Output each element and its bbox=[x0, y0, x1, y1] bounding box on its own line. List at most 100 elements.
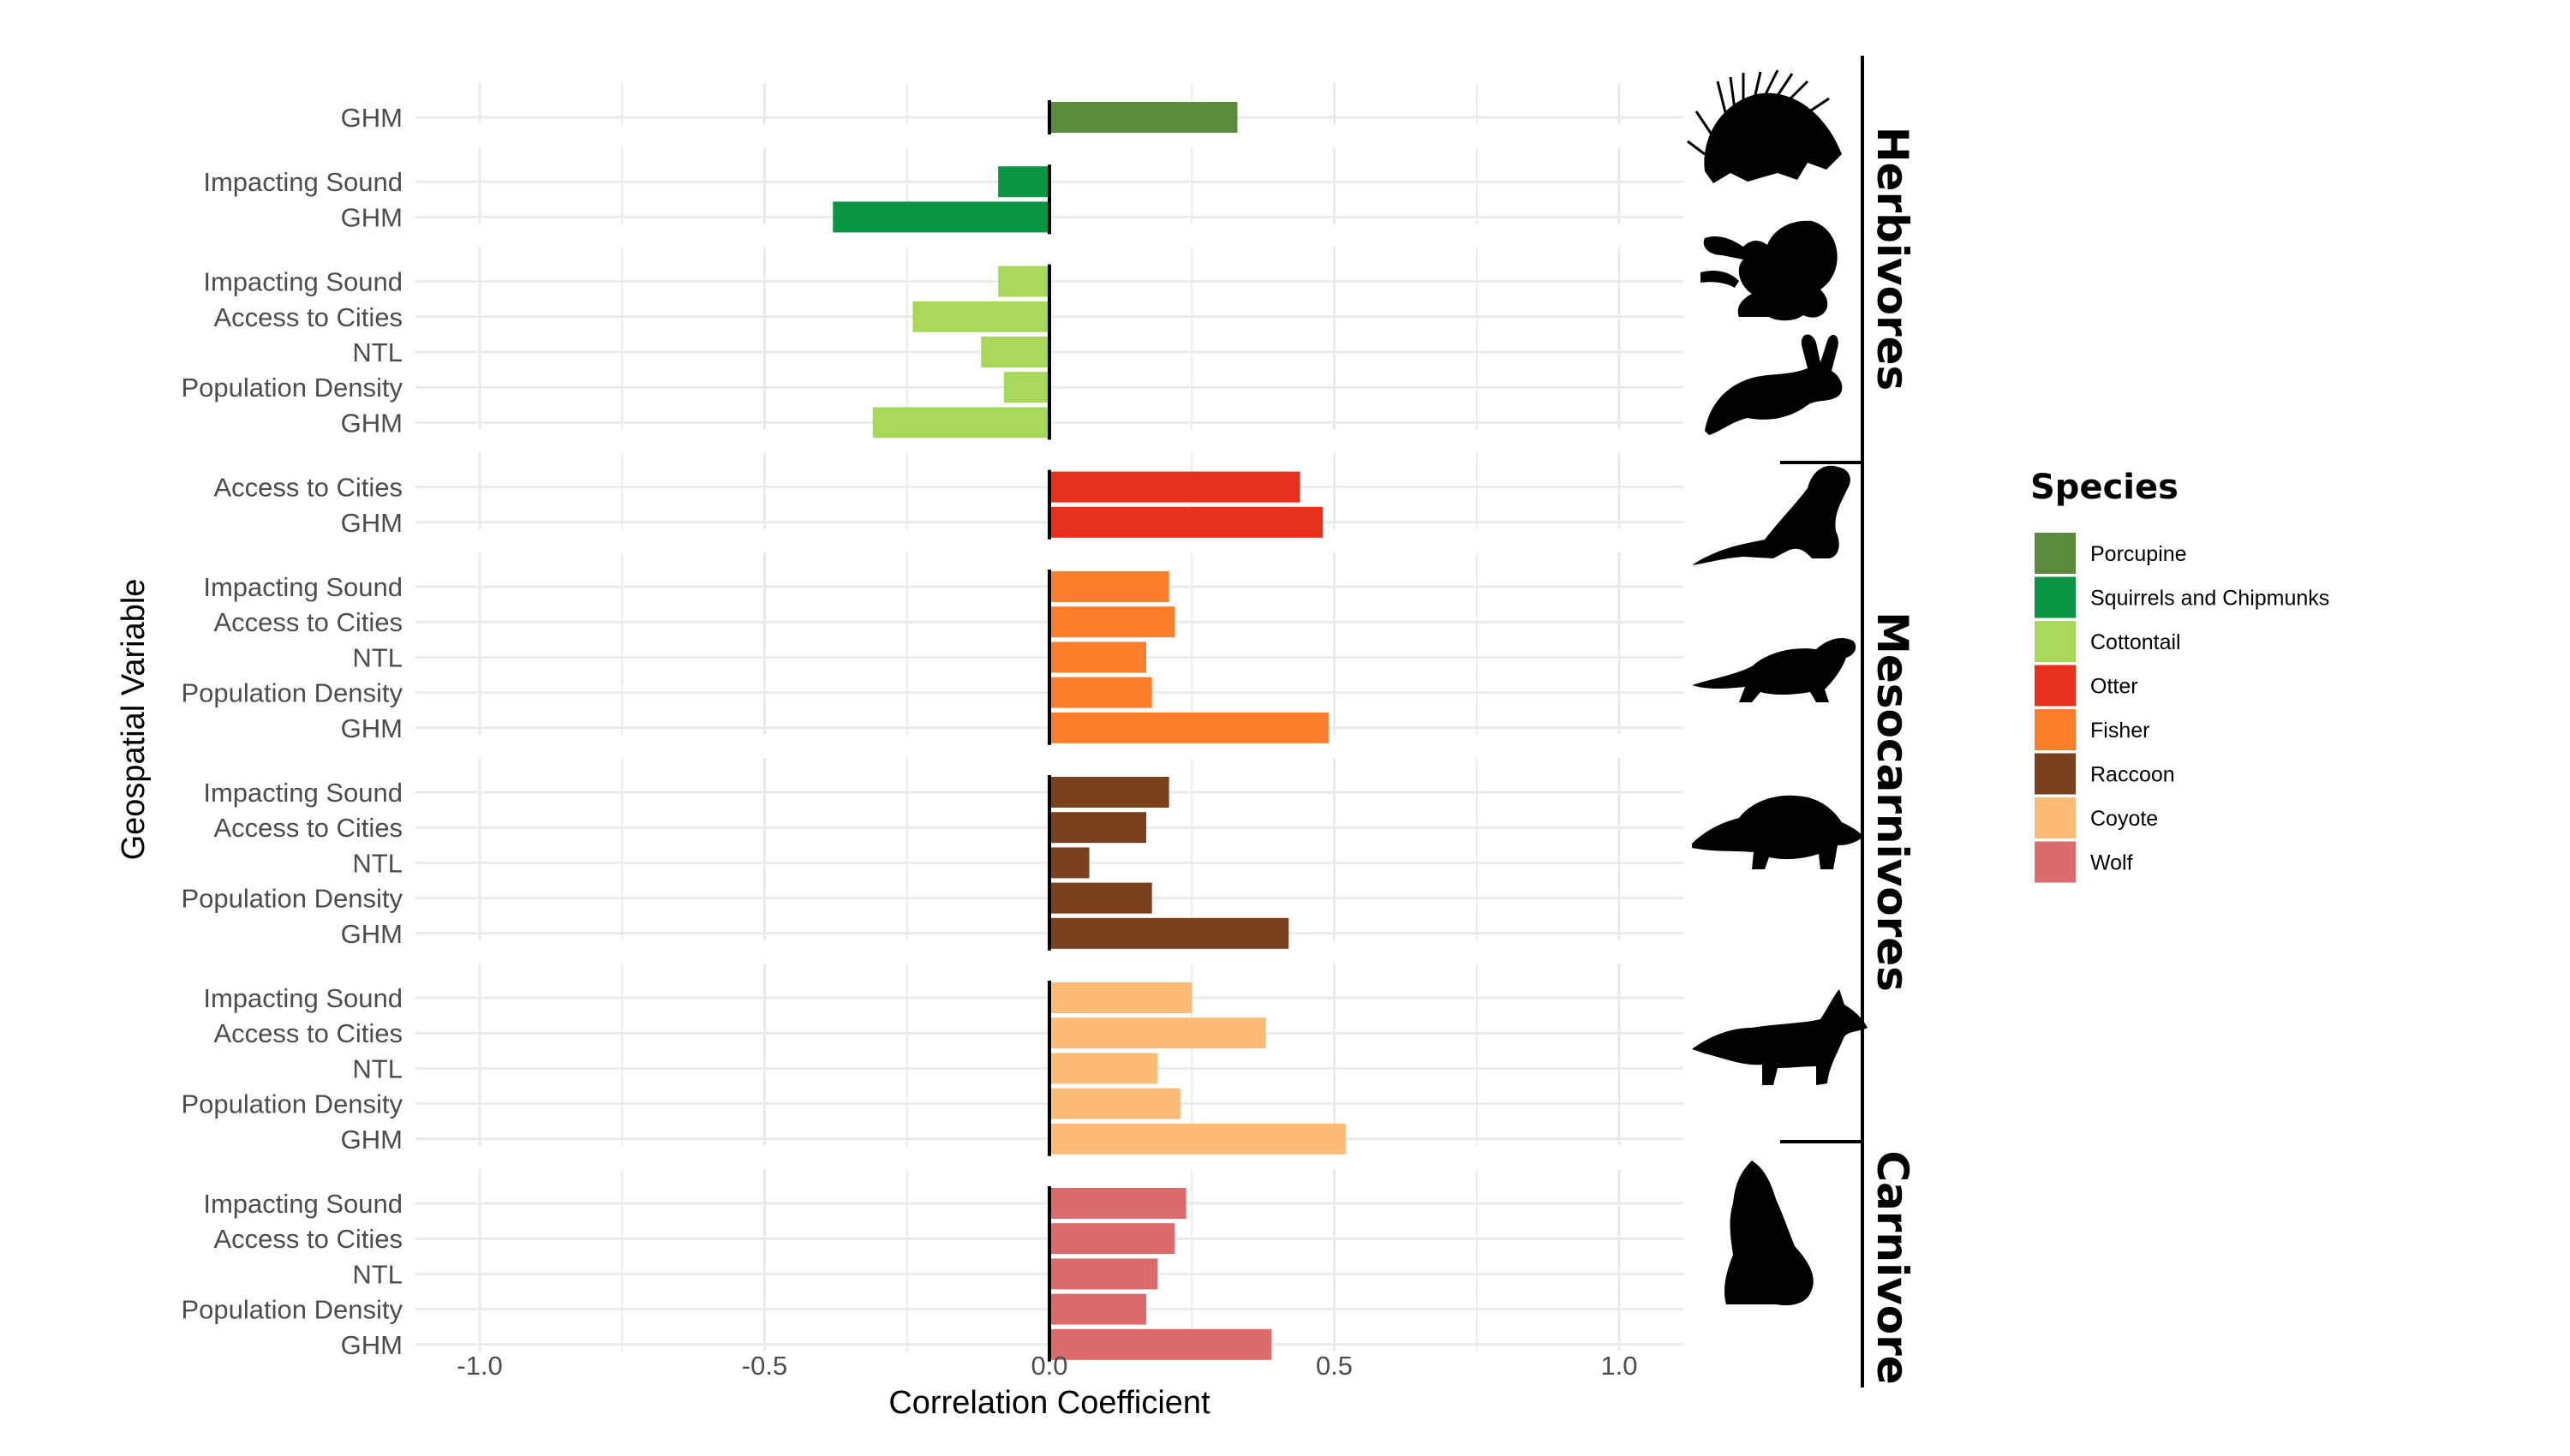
y-tick-label: GHM bbox=[341, 508, 403, 538]
y-tick-label: Impacting Sound bbox=[203, 1189, 403, 1219]
rabbit-icon bbox=[1705, 334, 1843, 435]
legend-label-fisher: Fisher bbox=[2090, 719, 2149, 743]
bar-raccoon-population-density bbox=[1049, 882, 1152, 914]
legend-swatch-cottontail bbox=[2035, 621, 2076, 662]
legend: Species Porcupine Squirrels and Chipmunks… bbox=[2030, 468, 2329, 883]
bar-wolf-impacting-sound bbox=[1049, 1188, 1186, 1219]
bar-cottontail-impacting-sound bbox=[998, 266, 1049, 297]
bar-cottontail-access-to-cities bbox=[912, 301, 1049, 332]
bar-squirrels-and-chipmunks-impacting-sound bbox=[998, 166, 1049, 198]
bar-fisher-ntl bbox=[1049, 641, 1147, 673]
bar-fisher-access-to-cities bbox=[1049, 606, 1175, 638]
legend-label-otter: Otter bbox=[2090, 675, 2138, 699]
y-tick-label: GHM bbox=[341, 408, 403, 438]
y-tick-label: NTL bbox=[352, 337, 403, 367]
group-brackets bbox=[1780, 56, 1864, 1387]
bar-raccoon-access-to-cities bbox=[1049, 812, 1147, 844]
legend-label-squirrels-and-chipmunks: Squirrels and Chipmunks bbox=[2090, 587, 2329, 611]
y-tick-label: Access to Cities bbox=[213, 302, 403, 332]
x-tick-label: 0.5 bbox=[1316, 1351, 1353, 1381]
y-tick-label: GHM bbox=[341, 713, 403, 743]
legend-label-coyote: Coyote bbox=[2090, 807, 2158, 831]
legend-label-wolf: Wolf bbox=[2090, 851, 2133, 875]
porcupine-icon bbox=[1687, 69, 1842, 183]
bar-raccoon-ntl bbox=[1049, 847, 1090, 879]
bar-raccoon-impacting-sound bbox=[1049, 777, 1169, 808]
legend-items: Porcupine Squirrels and Chipmunks Cottonta… bbox=[2035, 533, 2329, 883]
bar-otter-ghm bbox=[1049, 506, 1324, 538]
y-tick-label: Access to Cities bbox=[213, 473, 403, 503]
bar-cottontail-population-density bbox=[1003, 372, 1049, 403]
y-tick-label: Impacting Sound bbox=[203, 572, 403, 602]
y-tick-label: Impacting Sound bbox=[203, 983, 403, 1013]
silhouettes bbox=[1687, 69, 1868, 1306]
legend-swatch-porcupine bbox=[2035, 533, 2076, 574]
bar-porcupine-ghm bbox=[1049, 102, 1238, 133]
bar-otter-access-to-cities bbox=[1049, 471, 1300, 503]
x-tick-label: -0.5 bbox=[742, 1351, 787, 1381]
bar-wolf-ntl bbox=[1049, 1258, 1158, 1290]
y-tick-label: Population Density bbox=[182, 1089, 403, 1119]
y-tick-label: Access to Cities bbox=[213, 607, 403, 637]
y-tick-label: NTL bbox=[352, 642, 403, 672]
x-tick-label: -1.0 bbox=[457, 1351, 502, 1381]
bar-coyote-impacting-sound bbox=[1049, 982, 1192, 1013]
y-tick-label: GHM bbox=[341, 1125, 403, 1155]
otter-icon bbox=[1692, 465, 1850, 565]
y-tick-label: Impacting Sound bbox=[203, 167, 403, 197]
labels-layer: GHM Impacting Sound GHM Impacting Sound Acce… bbox=[182, 103, 403, 1360]
bar-fisher-population-density bbox=[1049, 677, 1152, 708]
y-tick-label: Access to Cities bbox=[213, 1224, 403, 1254]
x-ticks: -1.0 -0.5 0.0 0.5 1.0 bbox=[457, 1351, 1637, 1381]
y-tick-label: NTL bbox=[352, 848, 403, 878]
squirrel-icon bbox=[1700, 220, 1838, 321]
legend-swatch-coyote bbox=[2035, 797, 2076, 838]
legend-swatch-wolf bbox=[2035, 841, 2076, 883]
bar-fisher-impacting-sound bbox=[1049, 571, 1169, 602]
bar-coyote-access-to-cities bbox=[1049, 1017, 1266, 1049]
y-tick-label: GHM bbox=[341, 103, 403, 133]
y-tick-label: Access to Cities bbox=[213, 813, 403, 843]
legend-title: Species bbox=[2030, 468, 2179, 507]
bar-raccoon-ghm bbox=[1049, 917, 1289, 949]
x-tick-label: 1.0 bbox=[1600, 1351, 1637, 1381]
y-tick-label: Access to Cities bbox=[213, 1018, 403, 1048]
y-tick-label: Population Density bbox=[182, 678, 403, 708]
legend-swatch-raccoon bbox=[2035, 753, 2076, 795]
y-tick-label: GHM bbox=[341, 202, 403, 232]
bar-wolf-access-to-cities bbox=[1049, 1223, 1175, 1255]
y-tick-label: Population Density bbox=[182, 884, 403, 914]
x-tick-label: 0.0 bbox=[1031, 1351, 1067, 1381]
y-tick-label: Population Density bbox=[182, 373, 403, 403]
y-tick-label: Impacting Sound bbox=[203, 267, 403, 297]
y-tick-label: GHM bbox=[341, 919, 403, 949]
legend-label-porcupine: Porcupine bbox=[2090, 542, 2187, 566]
legend-label-raccoon: Raccoon bbox=[2090, 763, 2175, 787]
coyote-icon bbox=[1692, 989, 1868, 1085]
group-label-carnivore: Carnivore bbox=[1868, 1150, 1917, 1384]
y-tick-label: NTL bbox=[352, 1259, 403, 1289]
raccoon-icon bbox=[1692, 795, 1863, 869]
y-tick-label: Population Density bbox=[182, 1295, 403, 1325]
legend-swatch-fisher bbox=[2035, 709, 2076, 750]
bar-coyote-ghm bbox=[1049, 1123, 1346, 1155]
y-tick-label: NTL bbox=[352, 1053, 403, 1083]
bar-coyote-population-density bbox=[1049, 1088, 1180, 1119]
bar-coyote-ntl bbox=[1049, 1053, 1158, 1084]
group-label-herbivores: Herbivores bbox=[1868, 127, 1917, 391]
x-axis-title: Correlation Coefficient bbox=[888, 1385, 1210, 1421]
fisher-icon bbox=[1692, 638, 1856, 702]
wolf-icon bbox=[1724, 1161, 1814, 1306]
legend-label-cottontail: Cottontail bbox=[2090, 630, 2181, 654]
bar-cottontail-ntl bbox=[981, 337, 1049, 367]
group-label-mesocarnivores: Mesocarnivores bbox=[1868, 612, 1917, 992]
bar-squirrels-and-chipmunks-ghm bbox=[833, 201, 1049, 233]
y-axis-title: Geospatial Variable bbox=[116, 579, 152, 861]
bar-fisher-ghm bbox=[1049, 712, 1329, 743]
y-tick-label: Impacting Sound bbox=[203, 778, 403, 808]
bar-wolf-population-density bbox=[1049, 1293, 1147, 1325]
bar-wolf-ghm bbox=[1049, 1328, 1272, 1360]
y-tick-label: GHM bbox=[341, 1330, 403, 1360]
legend-swatch-squirrels-and-chipmunks bbox=[2035, 576, 2076, 618]
